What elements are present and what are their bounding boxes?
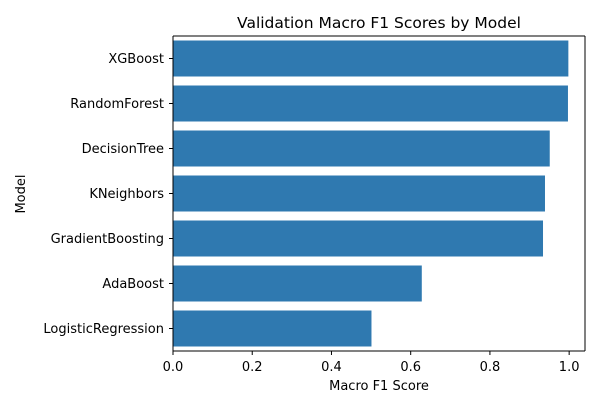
y-tick-label: RandomForest [70, 97, 164, 112]
x-tick-label: 1.0 [559, 360, 580, 375]
bar-adaboost [173, 265, 422, 302]
x-axis-ticks: 0.0 0.2 0.4 0.6 0.8 1.0 [163, 351, 580, 375]
bar-decisiontree [173, 130, 550, 167]
x-tick-label: 0.8 [480, 360, 501, 375]
y-tick-label: KNeighbors [89, 187, 164, 202]
y-axis-ticks: XGBoost RandomForest DecisionTree KNeighbor… [43, 52, 173, 337]
x-tick-label: 0.4 [321, 360, 342, 375]
bars-layer [173, 40, 569, 347]
x-tick-label: 0.0 [163, 360, 184, 375]
x-tick-label: 0.2 [242, 360, 263, 375]
x-tick-label: 0.6 [400, 360, 421, 375]
bar-xgboost [173, 40, 569, 77]
bar-kneighbors [173, 175, 545, 212]
y-tick-label: LogisticRegression [43, 322, 164, 337]
bar-randomforest [173, 85, 568, 122]
bar-logisticregression [173, 310, 372, 347]
y-axis-label: Model [14, 174, 29, 213]
y-tick-label: XGBoost [108, 52, 164, 67]
y-tick-label: AdaBoost [102, 277, 164, 292]
y-tick-label: DecisionTree [82, 142, 164, 157]
y-tick-label: GradientBoosting [51, 232, 164, 247]
bar-gradientboosting [173, 220, 544, 257]
x-axis-label: Macro F1 Score [329, 379, 429, 394]
chart-title: Validation Macro F1 Scores by Model [237, 14, 521, 32]
